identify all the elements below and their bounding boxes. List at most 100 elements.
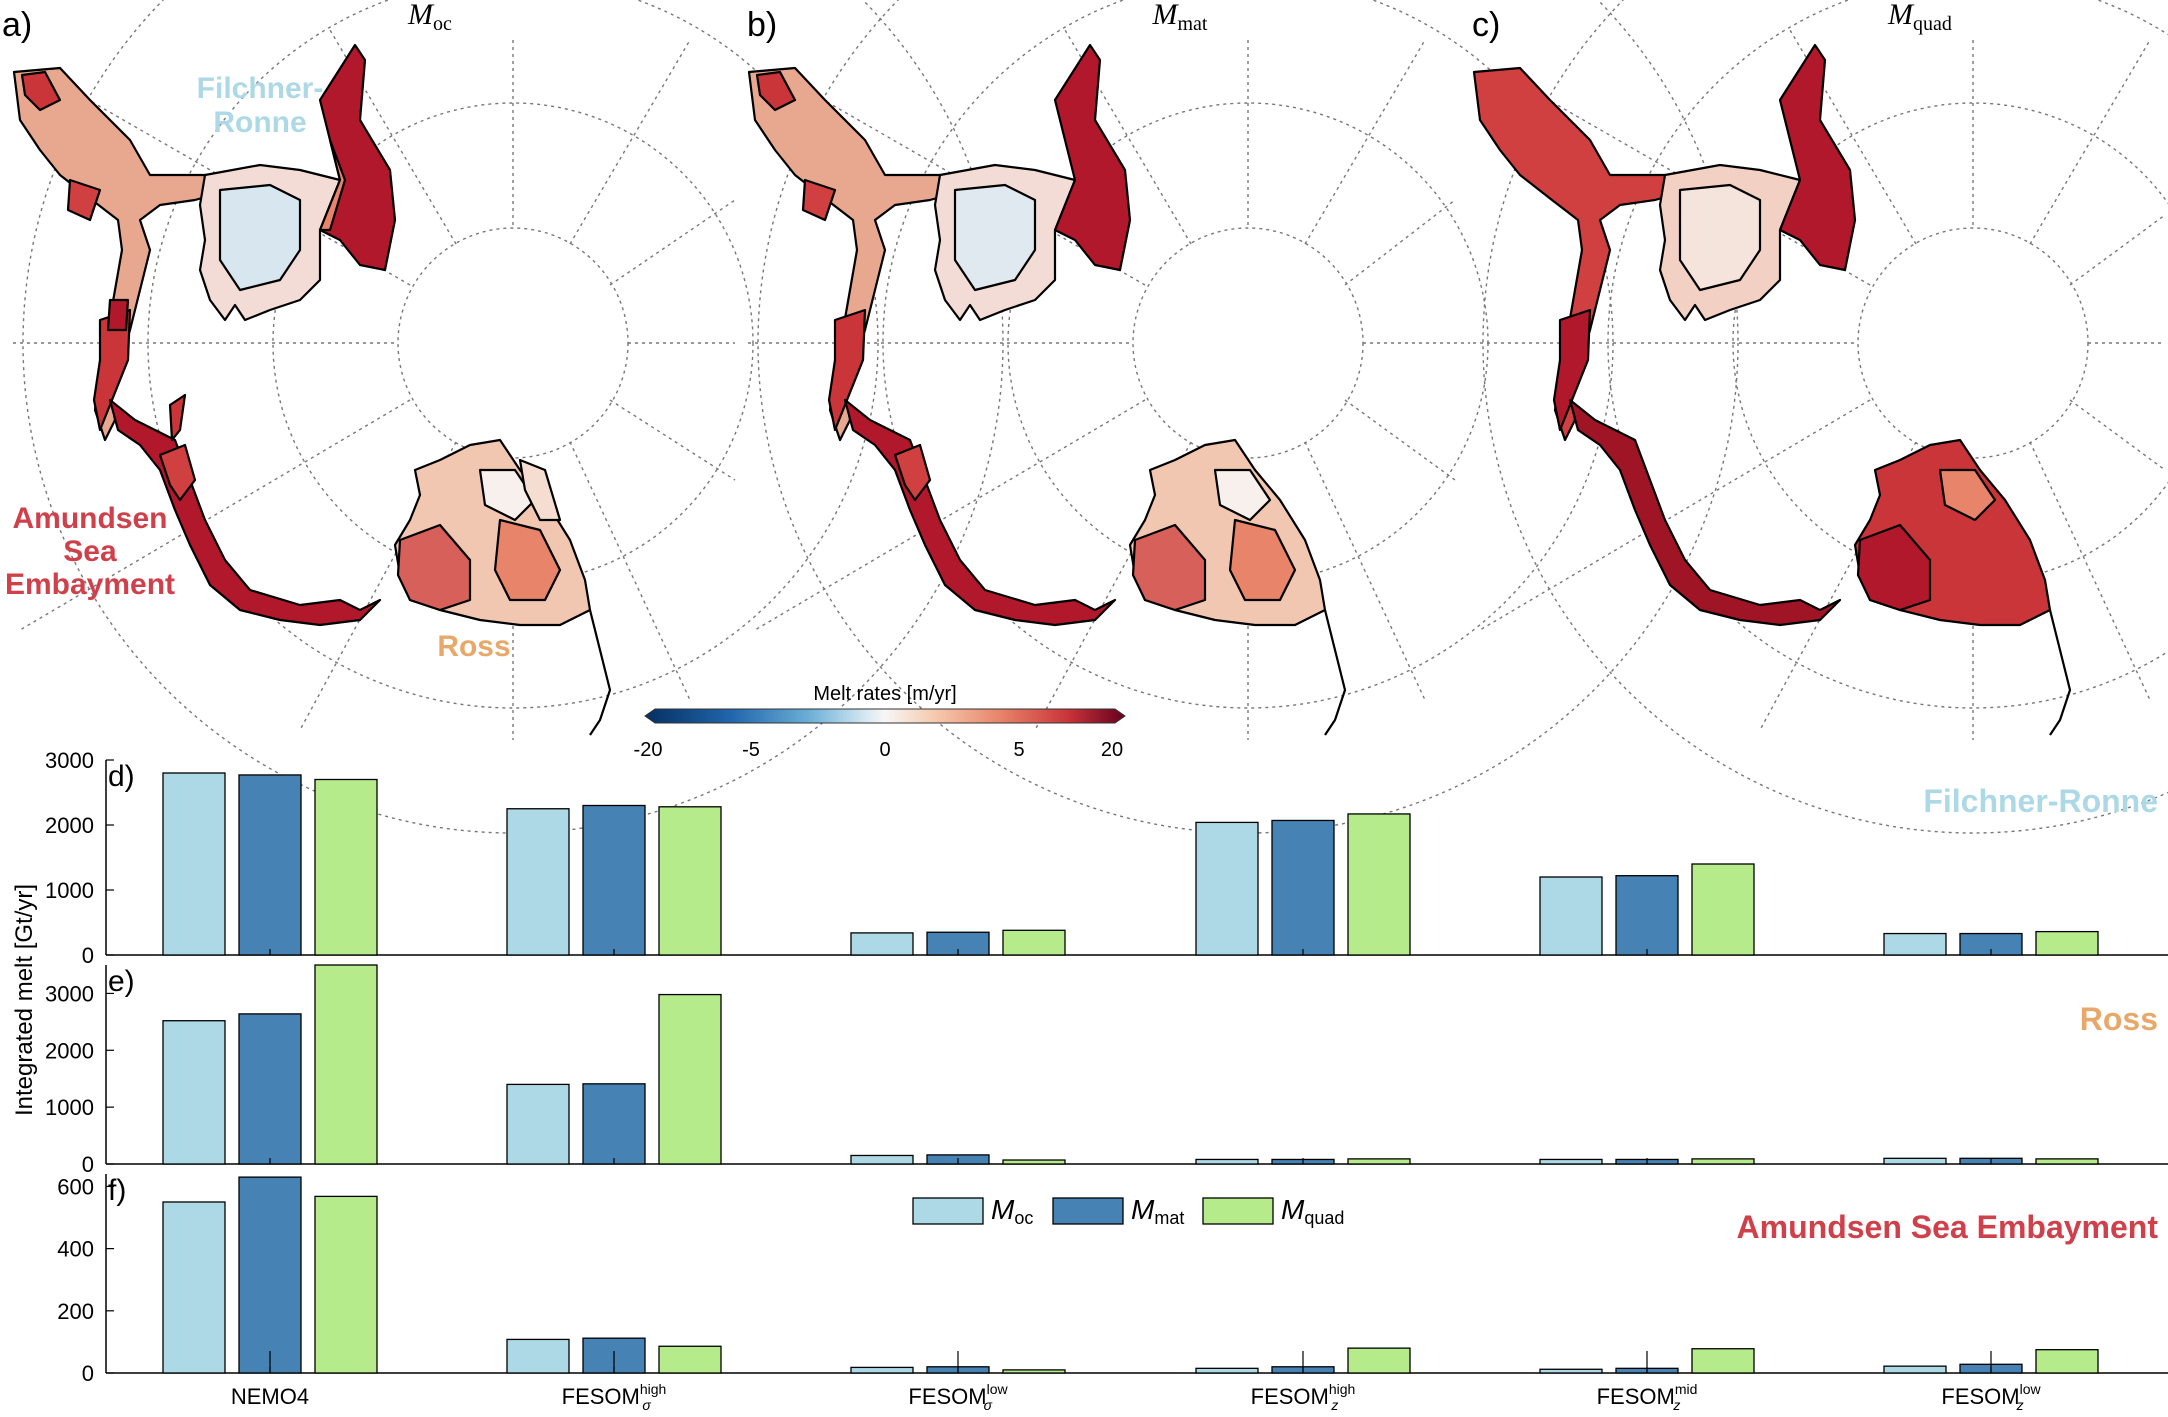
bar-oc <box>162 1201 226 1374</box>
antarctic-peninsula <box>1472 66 1692 442</box>
bar-quad <box>1691 1348 1755 1374</box>
map-title-moc: Moc <box>407 0 452 35</box>
label-ross: Ross <box>437 630 510 663</box>
legend-swatch-mat <box>1052 1197 1124 1225</box>
x-category-label: FESOMlow z <box>1941 1381 2041 1412</box>
category-base: FESOM <box>908 1384 986 1409</box>
colorbar-tick-label: 0 <box>879 739 890 761</box>
bar-quad <box>314 1195 378 1374</box>
category-base: FESOM <box>562 1384 640 1409</box>
category-sub: z <box>1672 1397 1680 1412</box>
y-tick-label: 2000 <box>45 1038 94 1063</box>
category-base: FESOM <box>1941 1384 2019 1409</box>
bar-oc <box>1539 876 1603 956</box>
bar-mat <box>238 774 302 956</box>
category-sub: σ <box>642 1397 651 1412</box>
panel-region-title: Filchner-Ronne <box>1923 783 2158 819</box>
bar-quad <box>2035 1349 2099 1374</box>
bar-oc <box>1195 1367 1259 1374</box>
bar-quad <box>1691 1158 1755 1165</box>
map-title-symbol: M <box>1887 0 1915 31</box>
legend-sub: quad <box>1304 1208 1344 1228</box>
panel-region-title: Ross <box>2080 1001 2158 1037</box>
bar-quad <box>1002 929 1066 956</box>
bar-oc <box>850 932 914 956</box>
colorbar-tick-label: 20 <box>1101 739 1123 761</box>
bar-oc <box>162 772 226 956</box>
ross-ice-shelf <box>393 438 612 736</box>
legend-label-mat: Mmat <box>1131 1194 1184 1228</box>
x-category-label: FESOMlow σ <box>908 1381 1008 1412</box>
filchner-ronne-ice-shelf <box>198 43 397 322</box>
label-filchner-ronne-1: Filchner- <box>197 72 324 105</box>
category-sup: low <box>2020 1381 2042 1397</box>
category-sub: z <box>2016 1397 2024 1412</box>
map-title-symbol: M <box>407 0 435 31</box>
bar-mat <box>582 804 646 956</box>
y-tick-label: 1000 <box>45 1095 94 1120</box>
bar-oc <box>850 1366 914 1374</box>
ross-ice-shelf <box>1128 438 1347 736</box>
map-letter-a: a) <box>2 6 32 44</box>
panel-letter: e) <box>108 965 135 998</box>
y-tick-label: 0 <box>82 943 94 968</box>
legend-label-quad: Mquad <box>1281 1194 1344 1228</box>
legend-label-oc: Moc <box>991 1194 1033 1228</box>
antarctic-peninsula <box>747 66 967 442</box>
label-amundsen-3: Embayment <box>5 568 175 601</box>
bar-oc <box>1539 1368 1603 1374</box>
bar-oc <box>1539 1158 1603 1165</box>
filchner-ronne-ice-shelf <box>1658 43 1857 322</box>
map-panel-moc: a) Moc <box>2 0 1004 834</box>
bar-oc <box>1195 1158 1259 1165</box>
category-base: FESOM <box>1251 1384 1329 1409</box>
bar-mat <box>238 1013 302 1165</box>
bar-quad <box>658 993 722 1165</box>
bar-mat <box>238 1176 302 1374</box>
bar-quad <box>1002 1159 1066 1165</box>
x-category-label: FESOMmid z <box>1597 1381 1698 1412</box>
bar-oc <box>1195 821 1259 956</box>
legend-symbol: M <box>991 1194 1015 1225</box>
label-filchner-ronne-2: Ronne <box>213 106 306 139</box>
bar-panel-1: 0 1000 2000 3000 d) Filchner-Ronne <box>45 748 2168 968</box>
bar-oc <box>1883 1365 1947 1374</box>
colorbar-tick-label: -5 <box>742 739 760 761</box>
region-labels: Filchner- Ronne Amundsen Sea Embayment R… <box>5 72 511 663</box>
west-antarctica-coast <box>108 393 382 627</box>
panel-letter: d) <box>108 760 135 793</box>
category-base: NEMO4 <box>231 1384 309 1409</box>
legend: Moc Mmat Mquad <box>912 1194 1344 1228</box>
colorbar-ticks: -20 -5 0 5 20 <box>634 739 1124 761</box>
filchner-ronne-ice-shelf <box>933 43 1132 322</box>
colorbar: Melt rates [m/yr] -20 -5 0 5 20 <box>634 683 1126 761</box>
bar-quad <box>314 778 378 956</box>
legend-sub: oc <box>1014 1208 1033 1228</box>
bar-oc <box>506 808 570 956</box>
legend-symbol: M <box>1131 1194 1155 1225</box>
bar-quad <box>1347 813 1411 956</box>
y-tick-label: 0 <box>82 1152 94 1177</box>
legend-sub: mat <box>1154 1208 1184 1228</box>
x-category-label: FESOMhigh z <box>1251 1381 1356 1412</box>
y-tick-label: 200 <box>57 1299 94 1324</box>
y-tick-label: 2000 <box>45 813 94 838</box>
map-title-mquad: Mquad <box>1887 0 1952 35</box>
map-title-sub: quad <box>1913 13 1952 35</box>
map-title-sub: mat <box>1178 13 1208 35</box>
y-tick-label: 3000 <box>45 748 94 773</box>
label-amundsen-2: Sea <box>63 535 117 568</box>
category-sub: z <box>1330 1397 1338 1412</box>
bar-quad <box>2035 1158 2099 1165</box>
y-tick-label: 0 <box>82 1361 94 1386</box>
map-panel-mquad: c) Mquad <box>1472 0 2168 834</box>
map-letter-c: c) <box>1472 6 1500 44</box>
category-sup: high <box>640 1381 666 1397</box>
bar-mat <box>1271 819 1335 956</box>
category-sup: low <box>987 1381 1009 1397</box>
west-antarctica-coast <box>843 398 1117 627</box>
west-antarctica-coast <box>1568 398 1842 627</box>
category-sup: high <box>1329 1381 1355 1397</box>
